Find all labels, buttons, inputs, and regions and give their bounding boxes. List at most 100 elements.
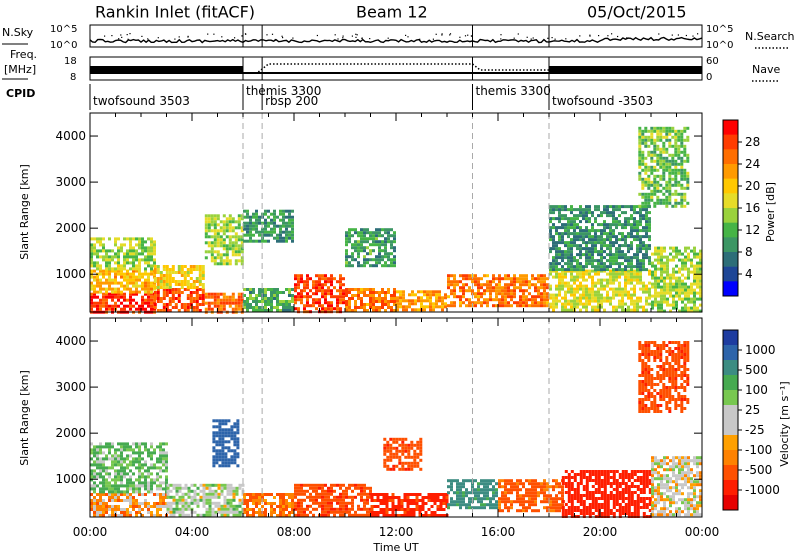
heatmap-cell [653,192,657,196]
heatmap-cell [579,265,582,269]
heatmap-cell [407,443,411,447]
heatmap-cell [120,463,123,467]
heatmap-cell [198,271,202,274]
heatmap-cell [618,265,621,269]
heatmap-cell [162,283,166,286]
heatmap-cell [294,501,297,505]
heatmap-cell [674,192,678,196]
heatmap-cell [650,195,654,199]
heatmap-cell [459,304,462,308]
heatmap-cell [624,235,627,239]
heatmap-cell [159,457,162,461]
heatmap-cell [390,240,393,244]
heatmap-cell [126,272,129,276]
heatmap-cell [321,304,324,308]
heatmap-cell [339,295,342,299]
heatmap-cell [102,281,105,285]
heatmap-cell [345,261,348,265]
heatmap-cell [150,252,153,256]
heatmap-cell [416,440,420,444]
heatmap-cell [618,293,621,297]
heatmap-cell [686,180,690,184]
heatmap-cell [192,309,196,312]
heatmap-cell [683,174,687,178]
heatmap-cell [468,289,471,293]
heatmap-cell [175,501,179,505]
heatmap-cell [582,238,585,242]
heatmap-cell [447,503,450,507]
heatmap-cell [648,235,651,239]
heatmap-cell [645,229,648,233]
heatmap-cell [129,295,132,299]
heatmap-cell [618,275,621,279]
heatmap-cell [117,469,120,473]
heatmap-cell [129,246,132,250]
heatmap-cell [144,269,147,273]
heatmap-cell [546,301,549,305]
heatmap-cell [221,434,225,438]
heatmap-cell [567,220,570,224]
heatmap-cell [699,264,702,268]
heatmap-cell [300,295,303,299]
nsky-tick-top: 10^5 [50,24,77,35]
heatmap-cell [141,502,144,505]
heatmap-cell [591,241,594,245]
heatmap-cell [474,304,477,308]
heatmap-cell [567,253,570,257]
heatmap-cell [102,478,105,482]
heatmap-cell [413,458,417,462]
heatmap-cell [618,253,621,257]
heatmap-cell [153,291,157,294]
heatmap-cell [639,265,642,269]
heatmap-cell [195,309,199,312]
heatmap-cell [576,290,579,294]
heatmap-cell [141,484,144,488]
heatmap-cell [105,249,108,253]
heatmap-cell [99,243,102,247]
heatmap-cell [639,305,642,309]
heatmap-cell [567,235,570,239]
heatmap-cell [683,186,687,190]
heatmap-cell [540,295,543,299]
heatmap-cell [558,232,561,236]
heatmap-cell [202,504,206,508]
heatmap-cell [123,261,126,265]
heatmap-cell [516,301,519,305]
heatmap-cell [171,297,175,300]
heatmap-cell [327,304,330,308]
heatmap-cell [561,241,564,245]
heatmap-cell [339,286,342,290]
heatmap-cell [156,265,160,268]
heatmap-cell [225,253,229,257]
heatmap-cell [555,217,558,221]
heatmap-cell [540,292,543,296]
heatmap-cell [120,445,123,449]
heatmap-cell [507,277,510,281]
heatmap-cell [594,244,597,248]
heatmap-cell [156,277,160,280]
heatmap-cell [495,295,498,299]
heatmap-cell [217,507,221,511]
heatmap-cell [189,286,193,289]
heatmap-cell [321,283,324,287]
heatmap-cell [219,229,223,233]
heatmap-cell [618,244,621,248]
heatmap-cell [153,307,156,311]
heatmap-cell [144,481,147,485]
heatmap-cell [656,156,660,160]
heatmap-cell [108,295,111,299]
heatmap-cell [236,443,240,447]
heatmap-cell [696,291,699,295]
heatmap-cell [220,510,224,514]
heatmap-cell [90,275,93,279]
heatmap-cell [114,469,117,473]
heatmap-cell [303,498,306,502]
heatmap-cell [141,301,144,305]
heatmap-cell [660,306,663,310]
heatmap-cell [591,250,594,254]
heatmap-cell [162,448,165,452]
heatmap-cell [169,483,173,487]
heatmap-cell [306,301,309,305]
heatmap-cell [409,511,413,514]
heatmap-cell [342,289,345,293]
